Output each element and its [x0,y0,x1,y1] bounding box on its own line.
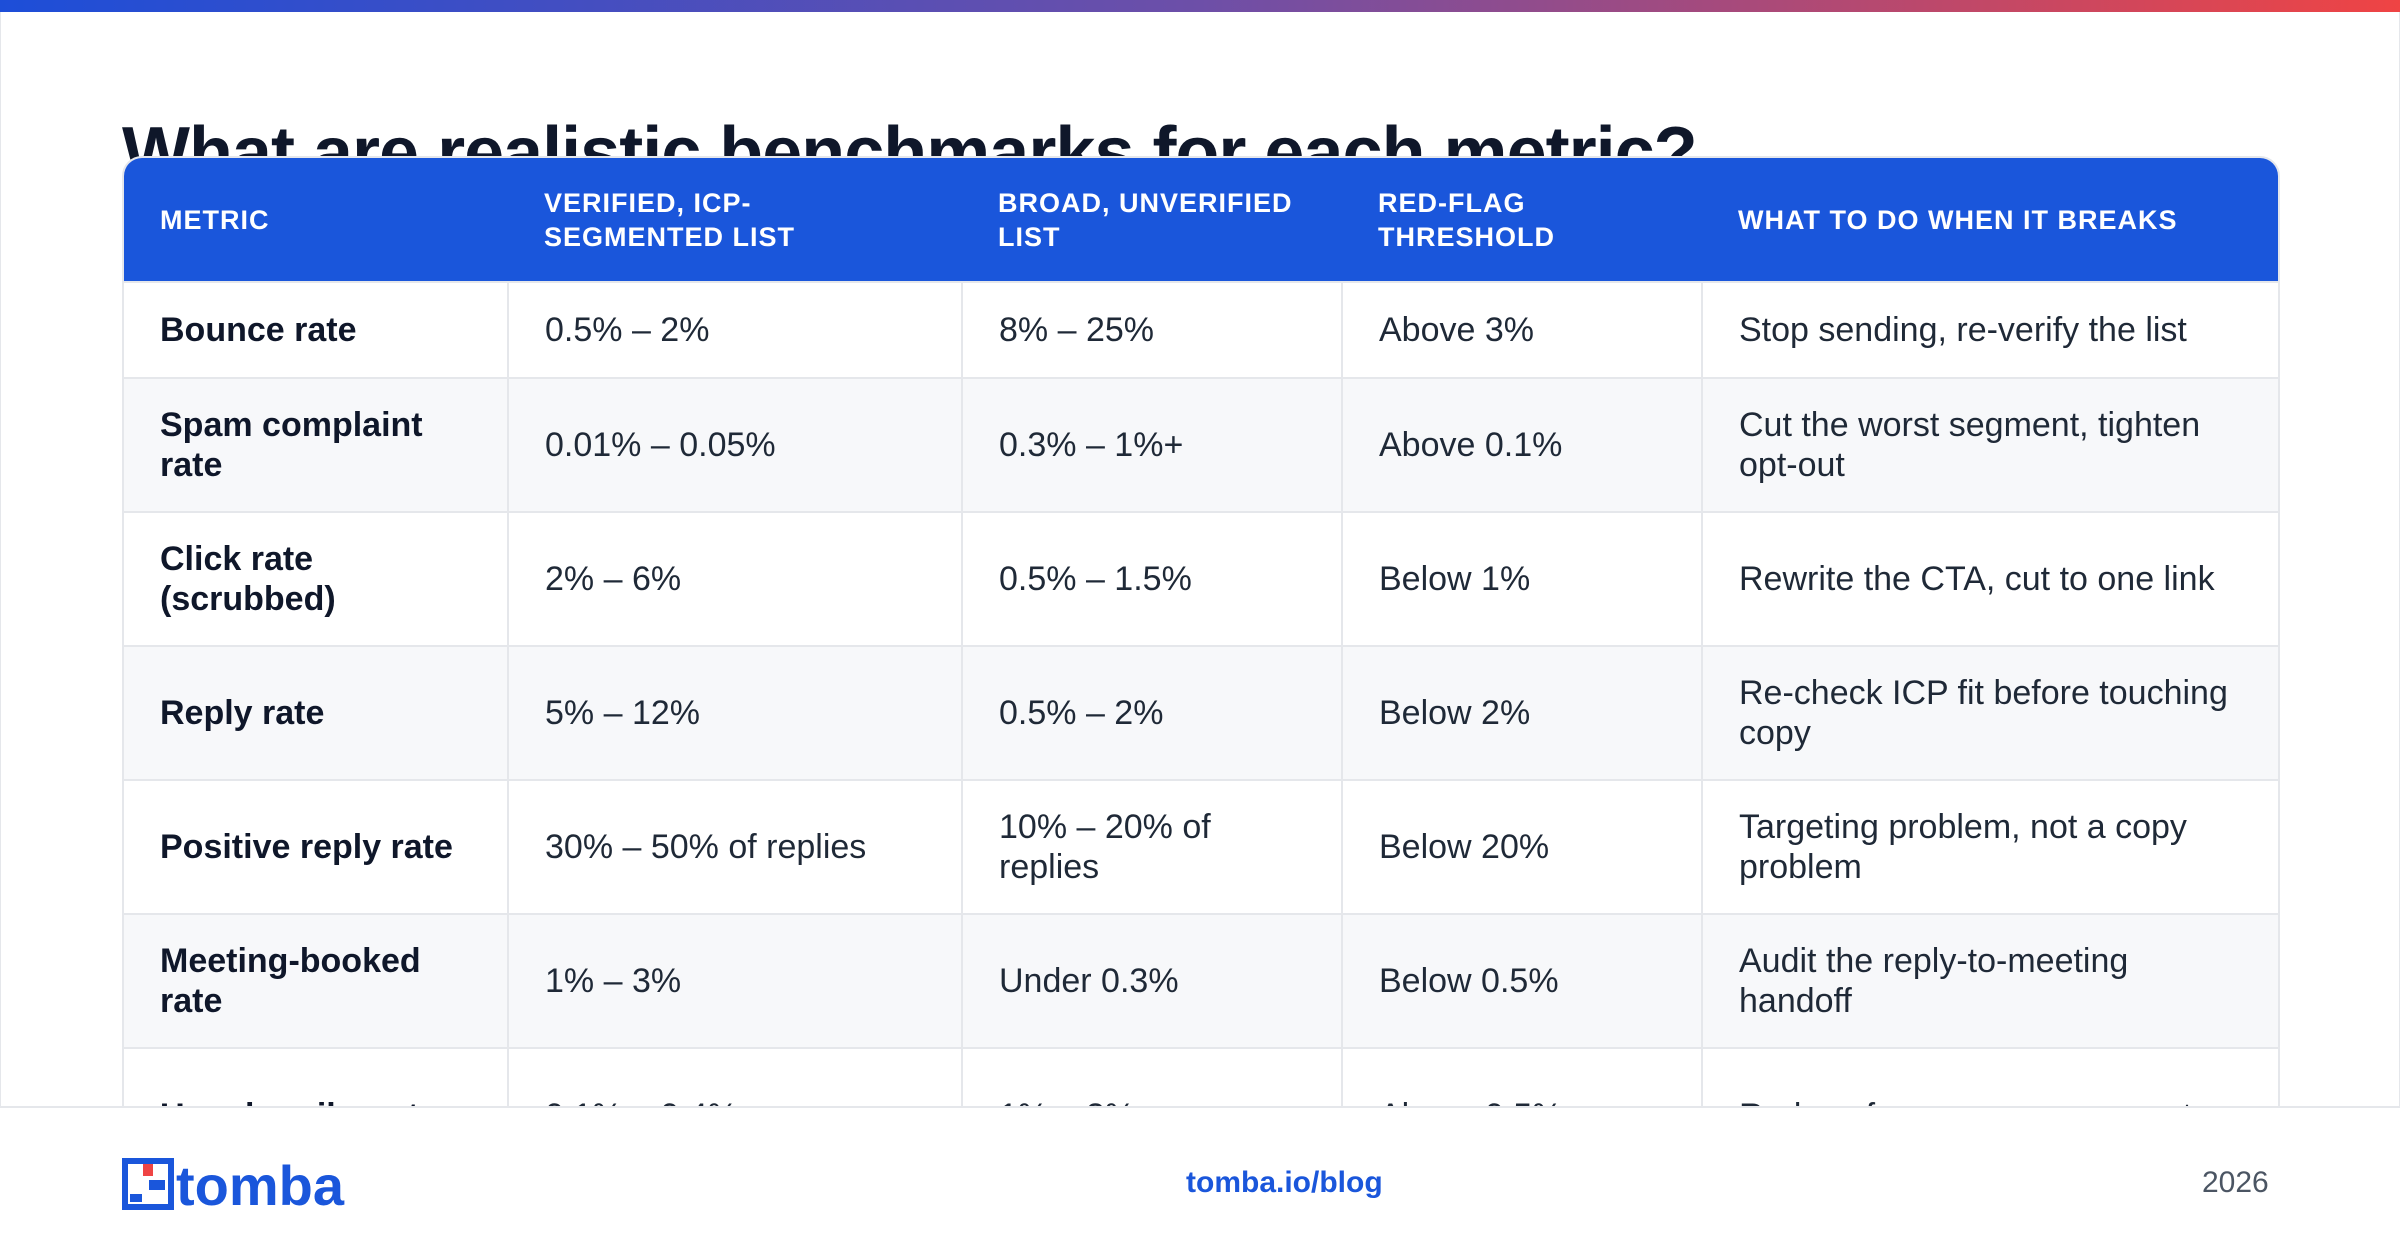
broad-cell: Under 0.3% [961,913,1342,1048]
header-what-to-do: What to do when it breaks [1738,204,2178,235]
header-red-flag-threshold: Red-flag threshold [1378,187,1555,252]
action-cell: Re-check ICP fit before touching copy [1701,645,2278,780]
verified-cell: 1% – 3% [507,913,962,1048]
verified-cell: 5% – 12% [507,645,962,780]
top-gradient-bar [0,0,2400,12]
table-row: Reply rate 5% – 12% 0.5% – 2% Below 2% R… [124,645,2278,780]
table-row: Meeting-booked rate 1% – 3% Under 0.3% B… [124,913,2278,1048]
tomba-logo-icon: tomba [122,1158,345,1212]
benchmarks-table: Metric Verified, ICP-segmented list Broa… [124,158,2278,1142]
action-cell: Rewrite the CTA, cut to one link [1701,511,2278,646]
footer [0,1108,2400,1260]
tomba-logo[interactable]: tomba [122,1158,382,1212]
header-verified-list: Verified, ICP-segmented list [544,187,796,252]
action-cell: Stop sending, re-verify the list [1701,281,2278,378]
metric-cell: Meeting-booked rate [124,913,508,1048]
threshold-cell: Above 0.1% [1341,377,1702,512]
threshold-cell: Above 3% [1341,281,1702,378]
table-row: Bounce rate 0.5% – 2% 8% – 25% Above 3% … [124,281,2278,378]
broad-cell: 0.3% – 1%+ [961,377,1342,512]
metric-cell: Positive reply rate [124,779,508,914]
metric-cell: Reply rate [124,645,508,780]
footer-divider [0,1106,2400,1108]
verified-cell: 0.01% – 0.05% [507,377,962,512]
table-row: Spam complaint rate 0.01% – 0.05% 0.3% –… [124,377,2278,512]
benchmarks-table-card: Metric Verified, ICP-segmented list Broa… [122,156,2280,1144]
verified-cell: 30% – 50% of replies [507,779,962,914]
logo-text: tomba [176,1158,345,1212]
broad-cell: 8% – 25% [961,281,1342,378]
broad-cell: 0.5% – 2% [961,645,1342,780]
verified-cell: 2% – 6% [507,511,962,646]
threshold-cell: Below 1% [1341,511,1702,646]
header-broad-list: Broad, unverified list [998,187,1293,252]
verified-cell: 0.5% – 2% [507,281,962,378]
table-row: Positive reply rate 30% – 50% of replies… [124,779,2278,914]
footer-year: 2026 [2202,1166,2269,1199]
table-header-row: Metric Verified, ICP-segmented list Broa… [124,158,2278,282]
threshold-cell: Below 2% [1341,645,1702,780]
metric-cell: Spam complaint rate [124,377,508,512]
threshold-cell: Below 0.5% [1341,913,1702,1048]
metric-cell: Bounce rate [124,281,508,378]
table-row: Click rate (scrubbed) 2% – 6% 0.5% – 1.5… [124,511,2278,646]
blog-link[interactable]: tomba.io/blog [1186,1166,1383,1199]
broad-cell: 10% – 20% of replies [961,779,1342,914]
broad-cell: 0.5% – 1.5% [961,511,1342,646]
metric-cell: Click rate (scrubbed) [124,511,508,646]
action-cell: Targeting problem, not a copy problem [1701,779,2278,914]
action-cell: Cut the worst segment, tighten opt-out [1701,377,2278,512]
action-cell: Audit the reply-to-meeting handoff [1701,913,2278,1048]
threshold-cell: Below 20% [1341,779,1702,914]
header-metric: Metric [160,204,270,235]
